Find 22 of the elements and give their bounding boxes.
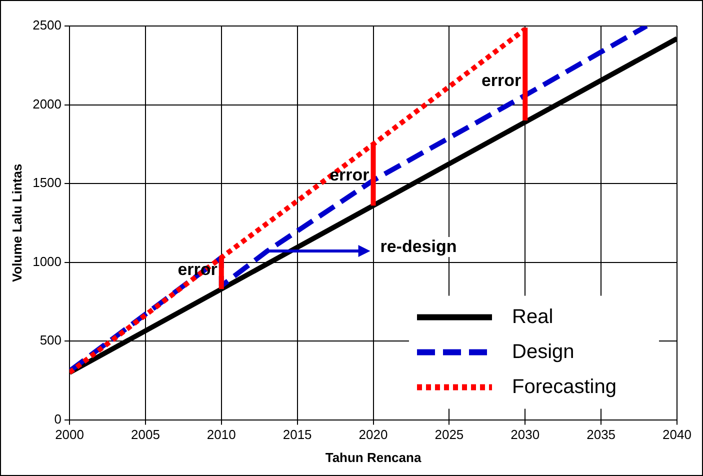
x-axis-title: Tahun Rencana bbox=[325, 450, 422, 465]
y-tick-label: 1500 bbox=[32, 175, 62, 190]
annotation: re-design bbox=[378, 237, 459, 258]
x-tick-label: 2040 bbox=[662, 427, 692, 442]
legend-label: Real bbox=[512, 306, 554, 328]
x-tick-label: 2005 bbox=[130, 427, 160, 442]
y-axis-title: Volume Lalu Lintas bbox=[9, 164, 24, 282]
y-tick-label: 2000 bbox=[32, 96, 62, 112]
x-tick-label: 2030 bbox=[510, 427, 540, 442]
legend-label: Design bbox=[512, 340, 574, 363]
annotation: error bbox=[481, 70, 522, 90]
legend-label: Forecasting bbox=[512, 376, 616, 398]
x-tick-label: 2020 bbox=[358, 427, 388, 442]
x-tick-label: 2025 bbox=[434, 427, 464, 442]
x-tick-label: 2035 bbox=[586, 427, 616, 442]
x-tick-label: 2000 bbox=[55, 427, 84, 442]
y-tick-label: 500 bbox=[40, 332, 62, 348]
y-tick-label: 0 bbox=[54, 411, 62, 426]
x-tick-label: 2015 bbox=[282, 427, 312, 442]
y-tick-label: 1000 bbox=[32, 254, 62, 269]
y-tick-label: 2500 bbox=[32, 18, 62, 33]
x-tick-label: 2010 bbox=[206, 427, 236, 442]
